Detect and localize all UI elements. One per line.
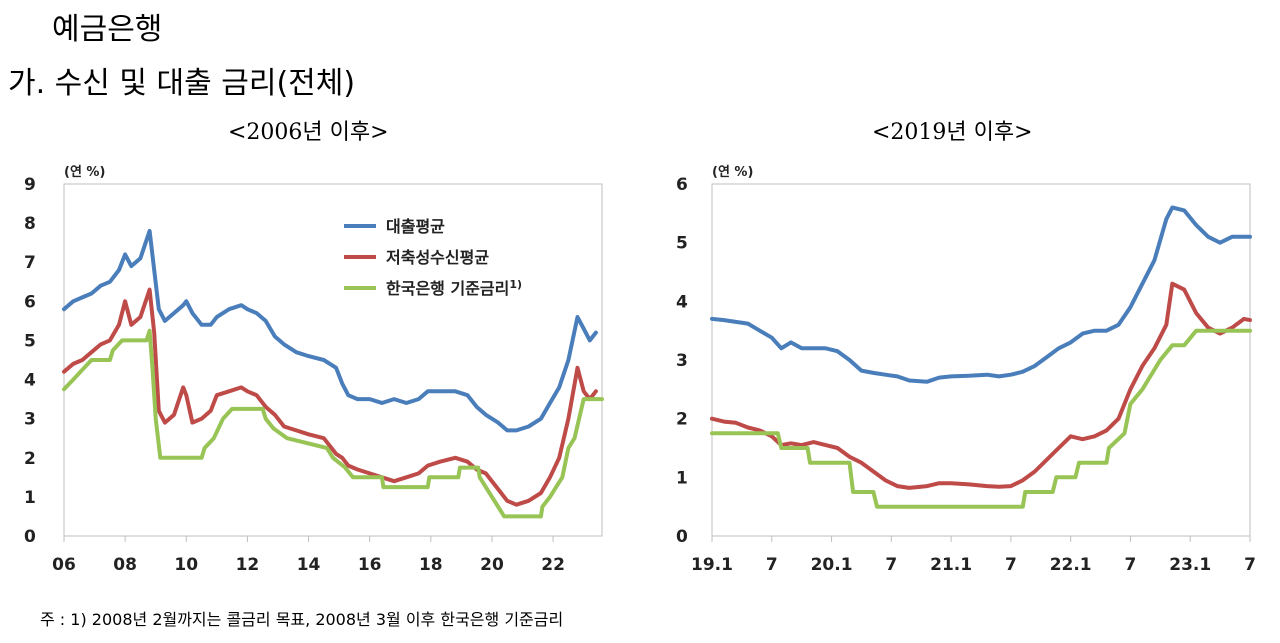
chart-title-2019: <2019년 이후> xyxy=(872,120,1033,145)
y-tick-label: 7 xyxy=(24,253,36,273)
x-tick-label: 18 xyxy=(419,555,443,575)
chart-title-2006: <2006년 이후> xyxy=(228,120,389,145)
x-tick-label: 22 xyxy=(541,555,565,575)
x-tick-label: 10 xyxy=(174,555,198,575)
x-tick-label: 20 xyxy=(480,555,504,575)
y-tick-label: 9 xyxy=(24,175,36,195)
legend-label-2: 저축성수신평균 xyxy=(386,248,489,267)
y-tick-label: 3 xyxy=(676,351,688,371)
unit-label: (연 %) xyxy=(712,165,753,180)
y-tick-label: 6 xyxy=(24,292,36,312)
y-tick-label: 0 xyxy=(676,527,688,547)
section-title: 예금은행 xyxy=(52,12,163,47)
legend-label-3: 한국은행 기준금리1) xyxy=(386,278,522,298)
y-tick-label: 8 xyxy=(24,214,36,234)
x-tick-label: 7 xyxy=(766,555,778,575)
footnote: 주 : 1) 2008년 2월까지는 콜금리 목표, 2008년 3월 이후 한… xyxy=(40,610,564,629)
x-tick-label: 08 xyxy=(113,555,137,575)
x-tick-label: 19.1 xyxy=(691,555,733,575)
x-tick-label: 16 xyxy=(358,555,382,575)
series-line-3 xyxy=(710,328,1252,509)
legend-label-1: 대출평균 xyxy=(386,217,445,236)
y-tick-label: 5 xyxy=(24,331,36,351)
unit-label: (연 %) xyxy=(64,165,105,180)
series-line-3 xyxy=(62,328,604,519)
x-tick-label: 22.1 xyxy=(1050,555,1092,575)
y-tick-label: 6 xyxy=(676,175,688,195)
x-tick-label: 7 xyxy=(1244,555,1256,575)
x-tick-label: 12 xyxy=(236,555,260,575)
series-line-1 xyxy=(62,228,598,433)
y-tick-label: 4 xyxy=(676,292,688,312)
y-tick-label: 1 xyxy=(24,488,36,508)
y-tick-label: 1 xyxy=(676,468,688,488)
y-tick-label: 4 xyxy=(24,371,36,391)
x-tick-label: 06 xyxy=(52,555,76,575)
series-line-2 xyxy=(710,281,1252,490)
y-tick-label: 2 xyxy=(676,410,688,430)
y-tick-label: 3 xyxy=(24,410,36,430)
x-tick-label: 14 xyxy=(297,555,321,575)
plot-frame xyxy=(711,183,1251,537)
y-tick-label: 5 xyxy=(676,234,688,254)
subsection-title: 가. 수신 및 대출 금리(전체) xyxy=(8,66,356,101)
x-tick-label: 20.1 xyxy=(811,555,853,575)
y-tick-label: 2 xyxy=(24,449,36,469)
series-line-2 xyxy=(62,287,598,507)
x-tick-label: 7 xyxy=(1005,555,1017,575)
x-tick-label: 7 xyxy=(1125,555,1137,575)
x-tick-label: 21.1 xyxy=(930,555,972,575)
x-tick-label: 7 xyxy=(885,555,897,575)
series-line-1 xyxy=(710,205,1252,384)
y-tick-label: 0 xyxy=(24,527,36,547)
plot-frame xyxy=(63,183,603,537)
x-tick-label: 23.1 xyxy=(1169,555,1211,575)
chart-2: (연 %) 0 1 2 3 4 5 6 19.1 7 20.1 7 21.1 7 22.1 7 23.1 7 xyxy=(676,165,1256,575)
